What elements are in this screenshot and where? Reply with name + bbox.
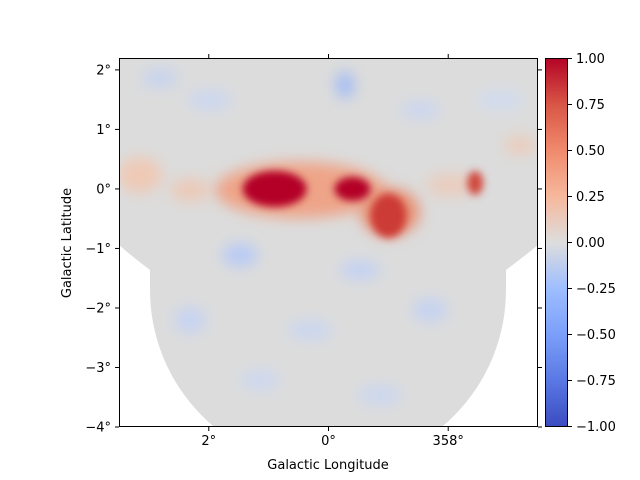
x-axis: 2° 0° 358° xyxy=(201,54,464,449)
colorbar-tick-label: −0.75 xyxy=(576,374,616,389)
emission-peaks xyxy=(242,170,484,238)
y-tick-label: −1° xyxy=(85,242,111,257)
emission-peak xyxy=(242,170,307,207)
background-noise xyxy=(119,68,536,405)
colorbar-tick-label: 0.00 xyxy=(576,236,605,251)
x-axis-label: Galactic Longitude xyxy=(267,458,388,473)
plot-frame xyxy=(119,58,538,427)
colorbar-tick-label: 0.75 xyxy=(576,98,605,113)
y-tick-label: 2° xyxy=(96,63,111,78)
colorbar-tick-label: 0.50 xyxy=(576,144,605,159)
colorbar-tick-label: 1.00 xyxy=(576,52,605,67)
y-axis-label: Galactic Latitude xyxy=(60,188,75,298)
emission-peak xyxy=(370,193,407,238)
colorbar-tick-label: −0.50 xyxy=(576,328,616,343)
colorbar-gradient xyxy=(545,58,568,427)
emission-peak xyxy=(334,176,371,201)
y-axis: 2° 1° 0° −1° −2° −3° −4° xyxy=(85,63,542,436)
sky-map xyxy=(119,58,538,427)
y-tick-label: −2° xyxy=(85,301,111,316)
y-tick-label: −3° xyxy=(85,361,111,376)
x-tick-label: 2° xyxy=(201,434,216,449)
x-tick-label: 358° xyxy=(433,434,464,449)
y-tick-label: 0° xyxy=(96,182,111,197)
x-tick-label: 0° xyxy=(321,434,336,449)
emission-peak xyxy=(467,170,484,195)
colorbar: 1.00 0.75 0.50 0.25 0.00 −0.25 −0.50 −0.75 −1.00 xyxy=(545,52,616,435)
colorbar-tick-label: −1.00 xyxy=(576,420,616,435)
colorbar-ticks: 1.00 0.75 0.50 0.25 0.00 −0.25 −0.50 −0.75 −1.00 xyxy=(568,52,616,435)
colorbar-tick-label: −0.25 xyxy=(576,282,616,297)
y-tick-label: −4° xyxy=(85,421,111,436)
colorbar-tick-label: 0.25 xyxy=(576,190,605,205)
y-tick-label: 1° xyxy=(96,123,111,138)
sky-map-footprint xyxy=(119,58,538,427)
